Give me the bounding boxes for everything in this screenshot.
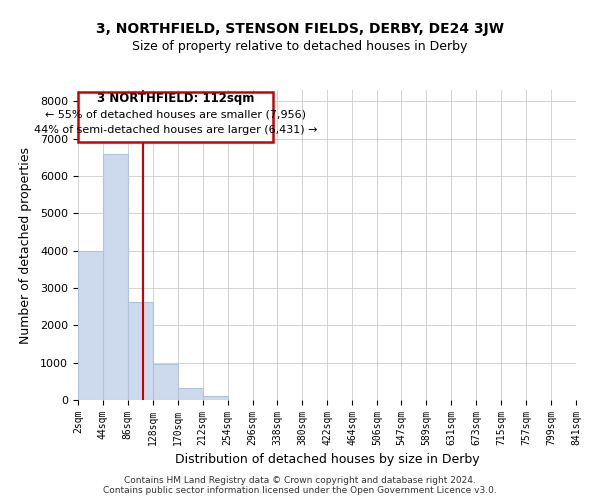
Text: Contains public sector information licensed under the Open Government Licence v3: Contains public sector information licen… bbox=[103, 486, 497, 495]
Y-axis label: Number of detached properties: Number of detached properties bbox=[19, 146, 32, 344]
Bar bbox=[128, 302, 153, 400]
Text: ← 55% of detached houses are smaller (7,956): ← 55% of detached houses are smaller (7,… bbox=[45, 110, 306, 120]
Bar bbox=[78, 250, 103, 400]
Text: 3 NORTHFIELD: 112sqm: 3 NORTHFIELD: 112sqm bbox=[97, 92, 254, 104]
Text: Size of property relative to detached houses in Derby: Size of property relative to detached ho… bbox=[133, 40, 467, 53]
Text: Contains HM Land Registry data © Crown copyright and database right 2024.: Contains HM Land Registry data © Crown c… bbox=[124, 476, 476, 485]
Bar bbox=[153, 364, 178, 400]
FancyBboxPatch shape bbox=[78, 92, 272, 142]
X-axis label: Distribution of detached houses by size in Derby: Distribution of detached houses by size … bbox=[175, 454, 479, 466]
Bar bbox=[103, 154, 128, 400]
Bar bbox=[203, 396, 227, 400]
Bar bbox=[178, 388, 203, 400]
Text: 44% of semi-detached houses are larger (6,431) →: 44% of semi-detached houses are larger (… bbox=[34, 126, 317, 136]
Text: 3, NORTHFIELD, STENSON FIELDS, DERBY, DE24 3JW: 3, NORTHFIELD, STENSON FIELDS, DERBY, DE… bbox=[96, 22, 504, 36]
